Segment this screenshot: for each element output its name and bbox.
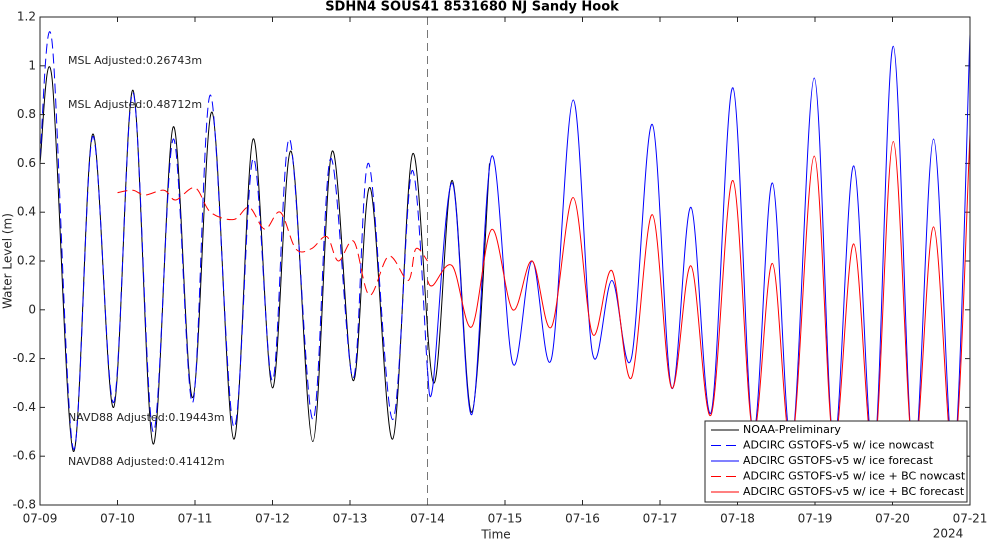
series-line	[40, 31, 428, 450]
y-tick-label: -0.8	[13, 498, 36, 512]
y-axis-label: Water Level (m)	[1, 213, 15, 309]
chart-title: SDHN4 SOUS41 8531680 NJ Sandy Hook	[325, 0, 619, 15]
y-tick-label: -0.6	[13, 449, 36, 463]
series-line	[40, 66, 490, 452]
x-tick-label: 07-18	[720, 512, 755, 526]
legend-box	[704, 420, 968, 503]
x-tick-label: 07-13	[333, 512, 368, 526]
y-tick-label: 1.2	[17, 10, 36, 24]
series-line	[117, 187, 428, 296]
y-tick-label: 0.6	[17, 156, 36, 170]
annotation: NAVD88 Adjusted:0.19443m	[68, 411, 225, 424]
plot-area	[40, 31, 970, 462]
x-tick-label: 07-15	[488, 512, 523, 526]
x-tick-label: 07-09	[23, 512, 58, 526]
y-tick-label: 0	[28, 302, 36, 316]
x-tick-label: 07-19	[798, 512, 833, 526]
y-tick-label: 0.4	[17, 205, 36, 219]
legend-label: ADCIRC GSTOFS-v5 w/ ice + BC nowcast	[743, 470, 966, 483]
x-axis-label: Time	[480, 528, 510, 541]
legend-label: NOAA-Preliminary	[743, 423, 841, 436]
x-tick-label: 07-14	[410, 512, 445, 526]
plot-frame	[39, 16, 971, 506]
y-tick-label: 1	[28, 58, 36, 72]
x-tick-label: 07-12	[255, 512, 290, 526]
y-tick-label: 0.2	[17, 254, 36, 268]
y-tick-label: -0.4	[13, 400, 36, 414]
annotation: MSL Adjusted:0.26743m	[68, 54, 202, 67]
x-tick-label: 07-11	[178, 512, 213, 526]
annotation: MSL Adjusted:0.48712m	[68, 98, 202, 111]
y-tick-label: -0.2	[13, 351, 36, 365]
x-year-label: 2024	[933, 527, 964, 541]
legend-label: ADCIRC GSTOFS-v5 w/ ice nowcast	[743, 439, 935, 452]
annotation: NAVD88 Adjusted:0.41412m	[68, 455, 225, 468]
x-tick-label: 07-16	[565, 512, 600, 526]
x-tick-label: 07-20	[875, 512, 910, 526]
x-tick-label: 07-10	[100, 512, 135, 526]
legend-label: ADCIRC GSTOFS-v5 w/ ice forecast	[743, 454, 934, 467]
legend-label: ADCIRC GSTOFS-v5 w/ ice + BC forecast	[743, 485, 965, 498]
x-tick-label: 07-21	[953, 512, 988, 526]
x-tick-label: 07-17	[643, 512, 678, 526]
series-line	[427, 34, 970, 462]
y-tick-label: 0.8	[17, 107, 36, 121]
series-line	[427, 134, 970, 462]
